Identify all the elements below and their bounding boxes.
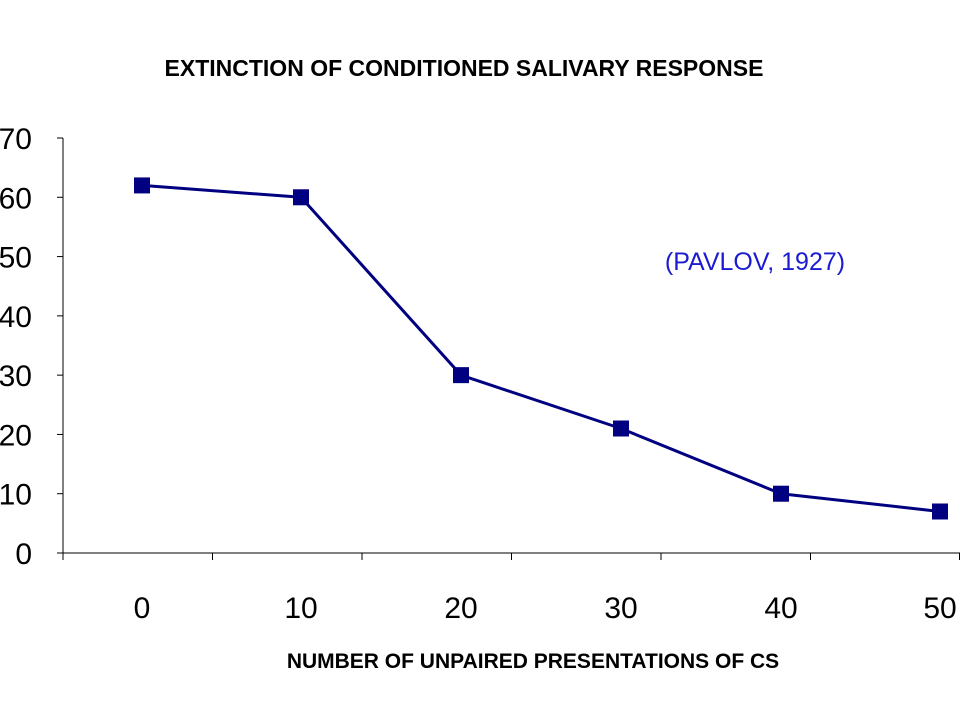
y-tick-label: 70 — [0, 123, 32, 156]
y-tick-label: 0 — [15, 538, 32, 571]
x-tick-label: 20 — [444, 592, 477, 625]
series-group — [134, 177, 948, 520]
source-annotation: (PAVLOV, 1927) — [665, 248, 845, 276]
series-line — [141, 183, 941, 513]
y-ticks: 0 10 20 30 40 50 60 70 — [0, 123, 63, 571]
y-tick-label: 60 — [0, 182, 32, 215]
x-tick-label: 10 — [284, 592, 317, 625]
x-tick-label: 0 — [134, 592, 151, 625]
data-point-marker — [613, 420, 629, 437]
x-axis-label: NUMBER OF UNPAIRED PRESENTATIONS OF CS — [287, 650, 779, 673]
data-point-marker — [932, 503, 948, 520]
data-point-marker — [773, 485, 789, 502]
y-tick-label: 10 — [0, 479, 32, 512]
data-point-marker — [453, 367, 469, 384]
y-tick-label: 50 — [0, 242, 32, 275]
x-ticks: 0 10 20 30 40 50 — [62, 553, 960, 625]
y-tick-label: 30 — [0, 360, 32, 393]
data-point-marker — [293, 189, 309, 206]
data-point-marker — [134, 177, 150, 194]
chart-title: EXTINCTION OF CONDITIONED SALIVARY RESPO… — [165, 55, 764, 81]
y-tick-label: 20 — [0, 419, 32, 452]
y-tick-label: 40 — [0, 301, 32, 334]
axes — [62, 138, 960, 554]
x-tick-label: 50 — [923, 592, 956, 625]
x-tick-label: 40 — [764, 592, 797, 625]
x-tick-label: 30 — [604, 592, 637, 625]
